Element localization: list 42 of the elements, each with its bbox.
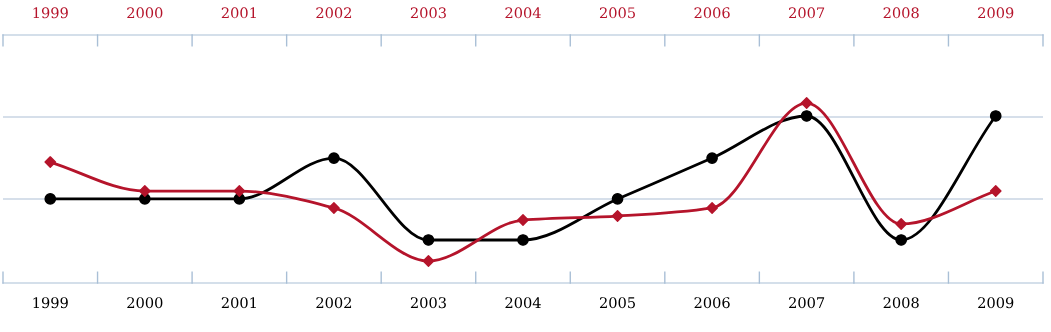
x-tick-label: 2008: [883, 7, 919, 19]
category-label: 2006: [694, 297, 730, 309]
x-tick-label: 2009: [978, 7, 1014, 19]
point: [989, 185, 1002, 197]
point: [611, 210, 624, 222]
x-tick-label: 2003: [410, 7, 446, 19]
category-label: 2009: [978, 297, 1014, 309]
point: [895, 234, 908, 246]
point: [517, 234, 529, 246]
point: [706, 202, 718, 214]
category-label: 2008: [883, 297, 919, 309]
point: [800, 97, 813, 109]
point: [517, 214, 529, 226]
category-label: 2005: [599, 297, 635, 309]
point: [422, 255, 435, 267]
category-label: 2001: [221, 297, 256, 309]
x-tick-label: 2007: [789, 7, 825, 19]
category-label: 2007: [789, 297, 825, 309]
x-tick-label: 2001: [221, 7, 256, 19]
point: [233, 185, 246, 197]
category-label: 2004: [505, 297, 541, 309]
point: [138, 185, 151, 197]
x-tick-label: 2000: [127, 7, 163, 19]
category-label: 1999: [33, 297, 68, 309]
category-label: 2003: [410, 297, 446, 309]
point: [706, 152, 718, 164]
x-tick-label: 2004: [505, 7, 541, 19]
x-tick-label: 2005: [599, 7, 635, 19]
x-tick-label: 2006: [694, 7, 730, 19]
point: [44, 193, 57, 205]
x-tick-label: 2002: [316, 7, 352, 19]
point: [611, 193, 624, 205]
point: [328, 202, 340, 214]
point: [422, 234, 435, 246]
point: [989, 110, 1002, 122]
category-label: 2002: [316, 297, 352, 309]
category-label: 2000: [127, 297, 163, 309]
point: [328, 152, 340, 164]
point: [44, 156, 57, 168]
x-tick-label: 1999: [33, 7, 68, 19]
point: [895, 218, 908, 230]
point: [800, 110, 813, 122]
